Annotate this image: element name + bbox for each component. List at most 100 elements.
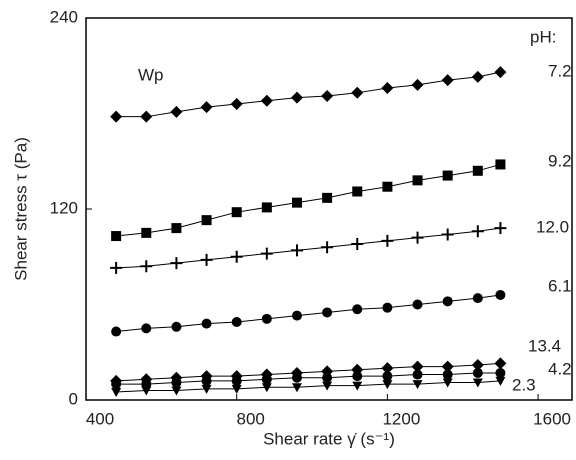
point xyxy=(382,380,393,390)
point xyxy=(382,181,393,192)
point xyxy=(291,310,302,321)
series-label: 2.3 xyxy=(512,375,536,394)
point xyxy=(290,91,303,104)
point xyxy=(111,388,122,398)
x-axis-label: Shear rate γ̇ (s⁻¹) xyxy=(263,429,395,448)
annotation: pH: xyxy=(530,27,556,46)
point xyxy=(231,384,242,394)
point xyxy=(442,170,453,181)
point xyxy=(231,375,242,386)
point xyxy=(201,215,212,226)
series-label: 7.2 xyxy=(548,61,572,80)
fit-line xyxy=(116,380,501,393)
series-label: 12.0 xyxy=(536,217,569,236)
point xyxy=(171,321,182,332)
point xyxy=(381,82,394,95)
point xyxy=(471,70,484,83)
point xyxy=(230,97,243,110)
point xyxy=(110,261,123,274)
point xyxy=(170,257,183,270)
point xyxy=(261,383,272,393)
y-tick-label: 240 xyxy=(50,7,78,26)
point xyxy=(411,360,424,373)
point xyxy=(261,374,272,385)
point xyxy=(441,74,454,87)
point xyxy=(494,357,507,370)
point xyxy=(495,159,506,170)
point xyxy=(381,234,394,247)
y-tick-label: 120 xyxy=(50,198,78,217)
point xyxy=(322,307,333,318)
point xyxy=(201,384,212,394)
point xyxy=(140,260,153,273)
x-tick-label: 1600 xyxy=(533,409,571,428)
point xyxy=(290,244,303,257)
point xyxy=(412,369,423,380)
point xyxy=(261,313,272,324)
point xyxy=(351,238,364,251)
point xyxy=(352,304,363,315)
point xyxy=(472,378,483,388)
point xyxy=(352,371,363,382)
point xyxy=(494,66,507,79)
point xyxy=(141,227,152,238)
point xyxy=(140,110,153,123)
point xyxy=(442,369,453,380)
point xyxy=(322,381,333,391)
x-tick-label: 1200 xyxy=(382,409,420,428)
point xyxy=(201,375,212,386)
point xyxy=(471,358,484,371)
point xyxy=(411,78,424,91)
point xyxy=(141,386,152,396)
fit-line xyxy=(116,163,501,237)
point xyxy=(322,372,333,383)
point xyxy=(495,289,506,300)
point xyxy=(472,165,483,176)
point xyxy=(441,228,454,241)
y-tick-label: 0 xyxy=(69,389,78,408)
series-label: 13.4 xyxy=(528,336,561,355)
point xyxy=(382,371,393,382)
point xyxy=(261,202,272,213)
point xyxy=(382,302,393,313)
point xyxy=(472,293,483,304)
point xyxy=(141,323,152,334)
point xyxy=(321,89,334,102)
point xyxy=(111,231,122,242)
point xyxy=(381,362,394,375)
fit-line xyxy=(116,294,501,333)
point xyxy=(322,192,333,203)
point xyxy=(200,101,213,114)
series-label: 6.1 xyxy=(548,276,572,295)
point xyxy=(110,110,123,123)
point xyxy=(291,383,302,393)
point xyxy=(412,299,423,310)
point xyxy=(442,378,453,388)
point xyxy=(495,376,506,386)
point xyxy=(441,360,454,373)
point xyxy=(412,175,423,186)
point xyxy=(411,231,424,244)
point xyxy=(260,94,273,107)
annotation: Wp xyxy=(138,65,164,84)
x-tick-label: 800 xyxy=(237,409,265,428)
point xyxy=(472,367,483,378)
series-label: 4.2 xyxy=(548,359,572,378)
point xyxy=(291,197,302,208)
point xyxy=(201,318,212,329)
x-tick-label: 400 xyxy=(86,409,114,428)
point xyxy=(321,241,334,254)
series-label: 9.2 xyxy=(548,151,572,170)
point xyxy=(200,253,213,266)
point xyxy=(171,386,182,396)
point xyxy=(471,225,484,238)
point xyxy=(111,326,122,337)
point xyxy=(494,222,507,235)
point xyxy=(231,207,242,218)
point xyxy=(230,250,243,263)
fit-line xyxy=(116,372,501,385)
point xyxy=(170,105,183,118)
point xyxy=(352,186,363,197)
point xyxy=(351,86,364,99)
